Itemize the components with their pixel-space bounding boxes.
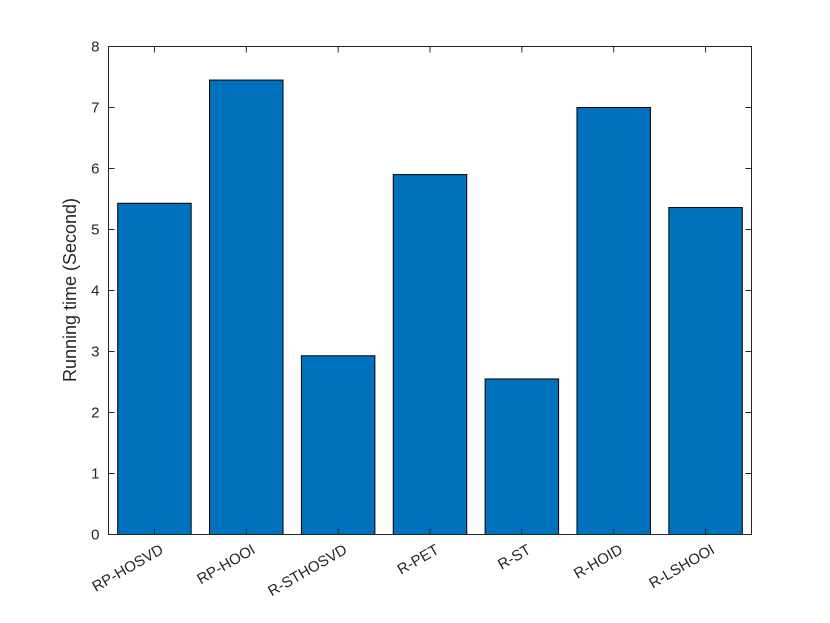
bar-rp-hooi [209, 79, 284, 536]
y-tick-label: 3 [91, 344, 99, 361]
y-tick-label: 0 [91, 527, 99, 544]
y-axis-label: Running time (Second) [60, 198, 80, 382]
y-axis-ticks: 0 1 2 3 4 5 6 7 8 [91, 39, 752, 544]
bar-rp-hosvd [117, 202, 192, 536]
bar-r-lshooi [668, 207, 743, 535]
bar-r-pet [392, 174, 468, 535]
bar-r-sthosvd [300, 355, 376, 535]
y-tick-label: 6 [91, 161, 99, 178]
bars-group [117, 79, 743, 536]
y-tick-label: 7 [91, 100, 99, 117]
y-tick-label: 8 [91, 39, 99, 56]
bar-r-st [484, 378, 560, 536]
y-tick-label: 5 [91, 222, 99, 239]
bar-r-hoid [576, 107, 651, 535]
y-tick-label: 2 [91, 405, 99, 422]
y-tick-label: 4 [91, 283, 99, 300]
y-tick-label: 1 [91, 466, 99, 483]
